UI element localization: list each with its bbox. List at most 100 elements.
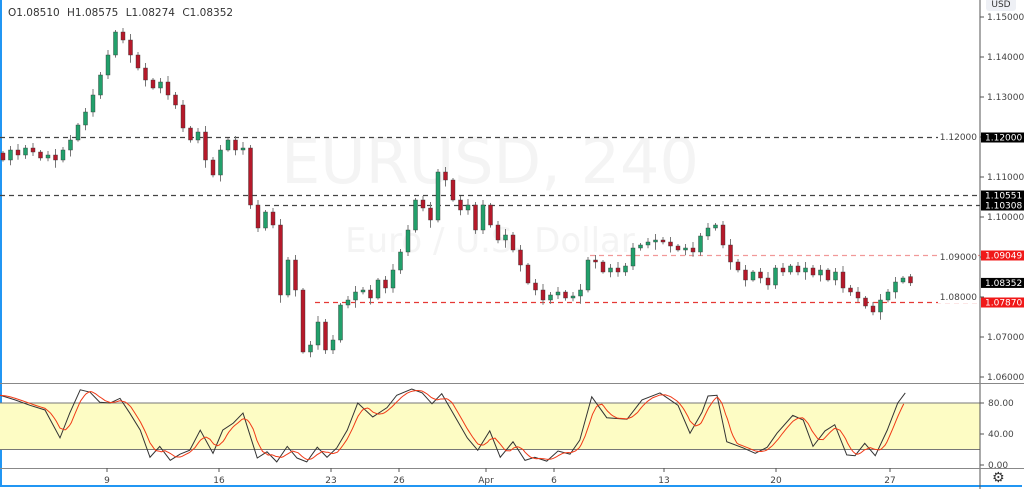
candle-up bbox=[218, 149, 223, 176]
legend-open: O1.08510 bbox=[8, 7, 60, 19]
candle-down bbox=[525, 264, 531, 284]
candle-down bbox=[743, 269, 748, 281]
candle-up bbox=[818, 269, 823, 276]
candle-up bbox=[885, 291, 891, 301]
candle-up bbox=[713, 224, 718, 229]
candle-up bbox=[330, 339, 336, 351]
ohlc-legend: O1.08510 H1.08575 L1.08274 C1.08352 bbox=[8, 7, 233, 19]
candle-up bbox=[608, 267, 613, 273]
candle-down bbox=[675, 245, 681, 251]
stoch-k-line bbox=[0, 388, 906, 463]
currency-button[interactable]: USD bbox=[986, 0, 1016, 11]
candle-down bbox=[735, 261, 741, 271]
candle-up bbox=[465, 204, 471, 211]
candle-down bbox=[150, 79, 156, 89]
candle-up bbox=[8, 149, 13, 161]
time-tick-label: 27 bbox=[884, 476, 895, 486]
candle-down bbox=[120, 31, 126, 41]
candle-down bbox=[210, 159, 216, 176]
candle-up bbox=[413, 199, 418, 231]
candles bbox=[0, 28, 913, 358]
time-tick-label: 16 bbox=[213, 476, 225, 486]
candle-down bbox=[765, 277, 771, 286]
candle-down bbox=[533, 282, 538, 291]
candle-up bbox=[653, 239, 658, 243]
candle-down bbox=[248, 147, 253, 206]
candle-up bbox=[338, 304, 343, 341]
stoch-tick-label: 0.00 bbox=[988, 461, 1008, 471]
candle-up bbox=[90, 94, 96, 113]
candle-down bbox=[728, 244, 733, 263]
candle-down bbox=[383, 279, 388, 289]
price-tick-label: 1.11000 bbox=[987, 173, 1024, 183]
level-price-label: 1.12000 bbox=[985, 134, 1022, 144]
candle-up bbox=[83, 111, 88, 126]
candle-down bbox=[795, 265, 801, 273]
candle-up bbox=[833, 271, 838, 281]
price-tick-label: 1.08000 bbox=[940, 293, 977, 303]
candle-up bbox=[225, 139, 231, 151]
candle-up bbox=[398, 251, 403, 271]
level-price-label: 1.09049 bbox=[985, 252, 1022, 262]
candle-up bbox=[803, 267, 808, 273]
candle-up bbox=[68, 139, 73, 151]
candle-up bbox=[773, 267, 778, 286]
candle-down bbox=[863, 297, 868, 307]
candle-up bbox=[705, 227, 711, 237]
time-tick-label: 26 bbox=[393, 476, 405, 486]
candle-down bbox=[143, 67, 148, 81]
settings-gear-icon[interactable]: ⚙ bbox=[992, 470, 1005, 486]
candle-up bbox=[480, 204, 486, 231]
candle-down bbox=[203, 131, 208, 161]
watermark-symbol: EURUSD, 240 bbox=[281, 125, 699, 198]
candle-up bbox=[893, 281, 898, 293]
candle-up bbox=[878, 299, 883, 313]
candle-down bbox=[593, 259, 598, 263]
last-price-label: 1.08352 bbox=[985, 279, 1022, 289]
candle-up bbox=[630, 247, 636, 267]
candle-up bbox=[60, 149, 66, 161]
candle-up bbox=[308, 344, 313, 353]
candle-down bbox=[428, 207, 433, 221]
candle-down bbox=[825, 269, 831, 281]
legend-low: L1.08274 bbox=[125, 7, 175, 19]
candle-down bbox=[840, 271, 846, 289]
candle-down bbox=[300, 289, 306, 353]
candle-down bbox=[0, 152, 6, 161]
candle-down bbox=[488, 204, 493, 226]
last-price-tag bbox=[981, 277, 1024, 288]
candle-down bbox=[668, 241, 673, 247]
candle-up bbox=[345, 299, 351, 306]
candle-down bbox=[188, 127, 193, 141]
time-tick-label: 6 bbox=[551, 476, 557, 486]
candle-up bbox=[390, 269, 396, 289]
price-tick-label: 1.12000 bbox=[940, 133, 977, 143]
candle-up bbox=[555, 291, 561, 296]
candle-up bbox=[285, 259, 291, 296]
candle-up bbox=[45, 154, 51, 159]
candle-up bbox=[503, 234, 508, 241]
legend-high: H1.08575 bbox=[67, 7, 119, 19]
price-tick-label: 1.13000 bbox=[987, 93, 1024, 103]
time-tick-label: Apr bbox=[478, 476, 494, 486]
candle-down bbox=[255, 204, 261, 229]
price-tick-label: 1.15000 bbox=[987, 13, 1024, 23]
price-tick-label: 1.06000 bbox=[987, 373, 1024, 383]
price-tick-label: 1.14000 bbox=[987, 53, 1024, 63]
candle-down bbox=[720, 224, 726, 246]
level-price-label: 1.10551 bbox=[985, 192, 1022, 202]
candle-up bbox=[240, 147, 246, 151]
candle-up bbox=[900, 277, 906, 283]
candle-down bbox=[443, 171, 448, 181]
candle-down bbox=[180, 104, 186, 129]
stoch-tick-label: 80.00 bbox=[988, 399, 1014, 409]
candle-down bbox=[660, 239, 666, 243]
candle-down bbox=[855, 291, 861, 299]
stoch-tick-label: 40.00 bbox=[988, 430, 1014, 440]
candle-down bbox=[908, 276, 913, 284]
candle-down bbox=[495, 224, 501, 241]
candle-up bbox=[698, 235, 703, 253]
level-price-tag bbox=[981, 250, 1024, 261]
